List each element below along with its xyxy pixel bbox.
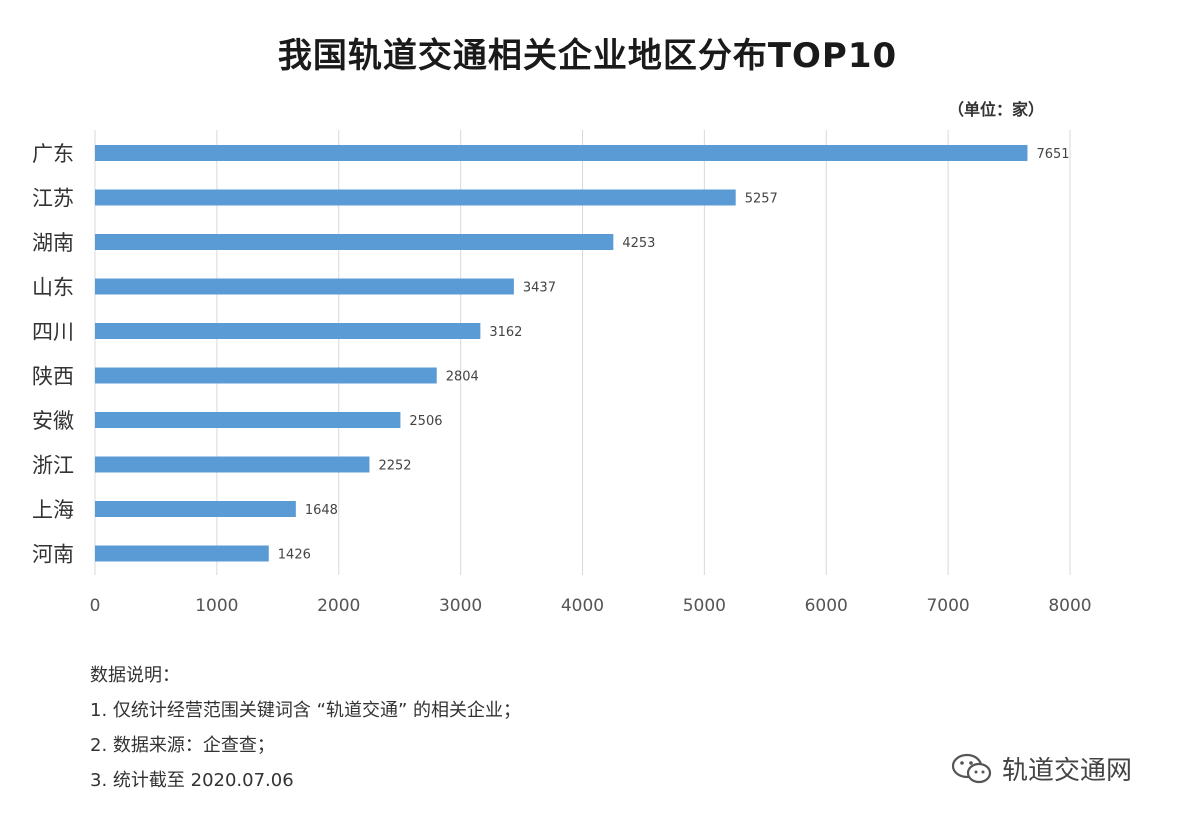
watermark: 轨道交通网	[950, 750, 1132, 787]
notes-item-2: 2. 数据来源：企查查；	[90, 735, 275, 756]
x-tick-label: 7000	[926, 596, 969, 616]
x-tick-label: 0	[90, 596, 101, 616]
data-label: 1648	[305, 503, 338, 518]
data-label: 3162	[489, 325, 522, 340]
data-label: 5257	[745, 192, 778, 207]
data-label: 7651	[1036, 147, 1069, 162]
bar	[95, 367, 437, 384]
category-label: 上海	[32, 498, 74, 522]
bar	[95, 278, 514, 295]
x-tick-label: 3000	[439, 596, 482, 616]
data-label: 4253	[622, 236, 655, 251]
x-tick-label: 1000	[195, 596, 238, 616]
x-tick-label: 2000	[317, 596, 360, 616]
data-notes: 数据说明： 1. 仅统计经营范围关键词含 “轨道交通” 的相关企业； 2. 数据…	[90, 658, 521, 798]
data-label: 1426	[278, 548, 311, 563]
notes-item-3: 3. 统计截至 2020.07.06	[90, 770, 294, 791]
x-tick-label: 8000	[1048, 596, 1091, 616]
x-tick-label: 5000	[683, 596, 726, 616]
data-label: 2252	[378, 459, 411, 474]
category-label: 浙江	[32, 454, 74, 478]
category-label: 四川	[32, 320, 74, 344]
category-label: 河南	[32, 543, 74, 567]
category-label: 山东	[32, 276, 74, 300]
category-label: 江苏	[32, 187, 74, 211]
data-label: 3437	[523, 281, 556, 296]
notes-item-1: 1. 仅统计经营范围关键词含 “轨道交通” 的相关企业；	[90, 700, 521, 721]
bar	[95, 323, 481, 339]
x-tick-label: 4000	[561, 596, 604, 616]
category-label: 安徽	[32, 409, 74, 433]
bar	[95, 456, 370, 473]
bar	[95, 501, 296, 517]
bar	[95, 145, 1028, 161]
wechat-icon	[951, 753, 992, 783]
notes-heading: 数据说明：	[90, 665, 180, 686]
x-tick-label: 6000	[805, 596, 848, 616]
bar	[95, 189, 736, 206]
data-label: 2804	[446, 370, 479, 385]
chart-title: 我国轨道交通相关企业地区分布TOP10	[277, 36, 898, 76]
unit-label: （单位：家）	[948, 100, 1045, 119]
bar	[95, 234, 614, 250]
category-label: 湖南	[32, 231, 74, 255]
bars	[95, 145, 1028, 562]
labels: 0 1000 2000 3000 4000 5000 6000 7000 8000 广东 7651 江…	[32, 142, 1092, 616]
category-label: 陕西	[32, 365, 74, 389]
data-label: 2506	[409, 414, 442, 429]
bar	[95, 412, 401, 428]
watermark-text: 轨道交通网	[1002, 756, 1133, 786]
bar	[95, 545, 269, 562]
category-label: 广东	[32, 142, 74, 166]
